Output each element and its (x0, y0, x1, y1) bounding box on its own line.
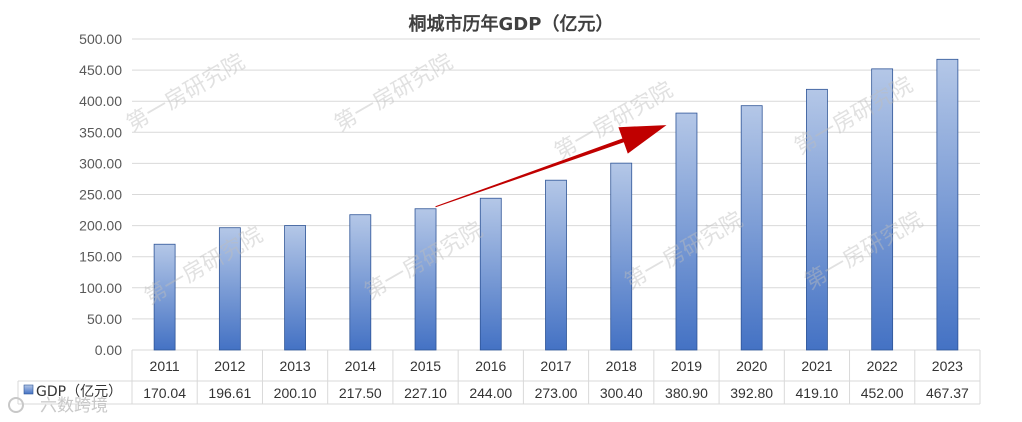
y-tick-label: 200.00 (79, 218, 122, 234)
bar-2013 (284, 225, 306, 351)
value-label: 196.61 (208, 385, 251, 401)
value-label: 217.50 (339, 385, 382, 401)
trend-arrow-shape (435, 125, 667, 208)
y-tick-label: 400.00 (79, 93, 122, 109)
bar-2011 (153, 243, 176, 351)
x-tick-label: 2011 (150, 358, 180, 374)
value-label: 244.00 (469, 385, 512, 401)
y-tick-label: 0.00 (95, 342, 122, 358)
bar-2014 (349, 214, 372, 351)
x-tick-label: 2020 (736, 358, 767, 374)
watermark-text: 第一房研究院 (331, 50, 458, 138)
x-tick-label: 2023 (932, 358, 963, 374)
y-axis: 0.00 50.00 100.00 150.00 200.00 250.00 300.00 3… (79, 31, 122, 358)
value-label: 170.04 (143, 385, 186, 401)
value-label: 467.37 (926, 385, 969, 401)
bar-2017 (545, 179, 567, 351)
x-tick-label: 2019 (671, 358, 702, 374)
trend-arrow (435, 125, 667, 208)
watermark-text: 第一房研究院 (123, 50, 250, 138)
bar-2015 (414, 208, 437, 351)
value-label: 380.90 (665, 385, 708, 401)
legend-swatch (23, 384, 34, 395)
bar-2020 (740, 105, 763, 351)
value-label: 452.00 (861, 385, 904, 401)
bar-2021 (806, 88, 828, 351)
bar-2022 (871, 68, 894, 351)
x-tick-label: 2014 (345, 358, 376, 374)
y-tick-label: 150.00 (79, 249, 122, 265)
brand-text: 六数跨境 (40, 396, 108, 416)
watermark-text: 第一房研究院 (551, 78, 678, 166)
value-label: 300.40 (600, 385, 643, 401)
bar-2012 (218, 227, 241, 351)
value-label: 392.80 (730, 385, 773, 401)
brand-logo (8, 397, 24, 413)
value-label: 419.10 (796, 385, 839, 401)
x-tick-label: 2021 (801, 358, 832, 374)
y-tick-label: 300.00 (79, 155, 122, 171)
y-tick-label: 50.00 (87, 311, 122, 327)
x-tick-label: 2018 (606, 358, 637, 374)
bar-2019 (675, 112, 698, 351)
y-tick-label: 450.00 (79, 62, 122, 78)
data-table: 2011 170.04 2012 196.61 2013 200.10 2014 217.50… (17, 350, 981, 405)
bars (153, 58, 959, 351)
x-tick-label: 2012 (214, 358, 245, 374)
bar-2018 (610, 162, 633, 351)
value-label: 273.00 (535, 385, 578, 401)
y-tick-label: 250.00 (79, 187, 122, 203)
value-label: 200.10 (274, 385, 317, 401)
y-tick-label: 100.00 (79, 280, 122, 296)
y-tick-label: 350.00 (79, 124, 122, 140)
x-tick-label: 2013 (279, 358, 310, 374)
bar-2023 (936, 58, 959, 351)
legend-label: GDP（亿元） (36, 384, 122, 400)
x-tick-label: 2022 (867, 358, 898, 374)
y-tick-label: 500.00 (79, 31, 122, 47)
brand-mark: 六数跨境 (8, 396, 108, 416)
x-tick-label: 2017 (540, 358, 571, 374)
x-tick-label: 2016 (475, 358, 506, 374)
chart-title: 桐城市历年GDP（亿元） (408, 14, 614, 35)
bar-2016 (479, 197, 502, 351)
value-label: 227.10 (404, 385, 447, 401)
x-tick-label: 2015 (410, 358, 441, 374)
